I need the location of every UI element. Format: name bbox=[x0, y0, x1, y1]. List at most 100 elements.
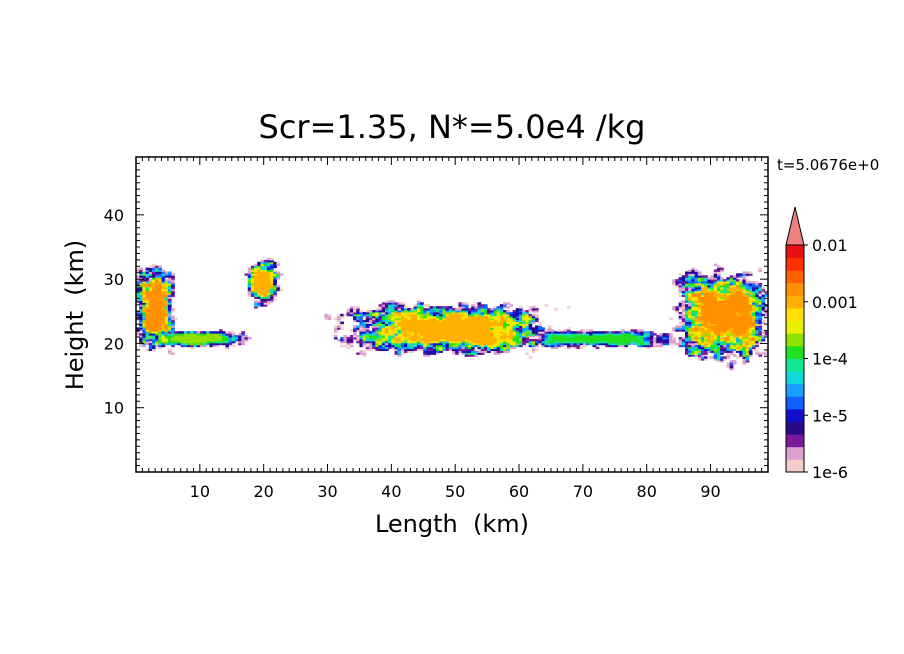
field-cell bbox=[225, 331, 230, 334]
field-cell bbox=[250, 279, 255, 282]
field-cell bbox=[324, 315, 329, 319]
field-cell bbox=[270, 277, 274, 280]
field-cell bbox=[161, 294, 166, 297]
field-cell bbox=[158, 338, 163, 342]
field-cell bbox=[681, 294, 686, 297]
field-cell bbox=[605, 335, 609, 338]
field-cell bbox=[432, 337, 437, 340]
field-cell bbox=[726, 321, 731, 324]
field-cell bbox=[729, 279, 734, 282]
field-cell bbox=[183, 333, 188, 336]
field-cell bbox=[685, 281, 689, 284]
field-cell bbox=[452, 344, 456, 348]
field-cell bbox=[716, 281, 721, 284]
field-cell bbox=[372, 310, 376, 313]
field-cell bbox=[503, 346, 507, 350]
field-cell bbox=[212, 333, 217, 336]
field-cell bbox=[534, 319, 539, 323]
field-cell bbox=[158, 277, 163, 280]
field-cell bbox=[356, 335, 360, 338]
field-cell bbox=[247, 277, 252, 280]
field-cell bbox=[384, 308, 389, 311]
field-cell bbox=[700, 311, 705, 315]
field-cell bbox=[704, 300, 708, 303]
field-cell bbox=[145, 325, 150, 328]
field-cell bbox=[461, 331, 466, 334]
field-cell bbox=[439, 335, 443, 338]
field-cell bbox=[167, 348, 172, 351]
field-cell bbox=[640, 342, 645, 346]
field-cell bbox=[183, 331, 188, 334]
field-cell bbox=[346, 346, 351, 350]
field-cell bbox=[506, 350, 510, 353]
field-layer bbox=[136, 257, 769, 371]
field-cell bbox=[656, 344, 660, 348]
field-cell bbox=[442, 335, 447, 338]
field-cell bbox=[353, 319, 357, 323]
field-cell bbox=[407, 333, 412, 336]
field-cell bbox=[499, 329, 504, 332]
field-cell bbox=[528, 335, 533, 338]
field-cell bbox=[483, 340, 488, 344]
field-cell bbox=[707, 277, 712, 280]
field-cell bbox=[381, 337, 386, 340]
field-cell bbox=[151, 277, 156, 280]
field-cell bbox=[678, 342, 683, 346]
field-cell bbox=[729, 342, 734, 346]
field-cell bbox=[270, 298, 274, 301]
field-cell bbox=[678, 294, 683, 297]
field-cell bbox=[752, 313, 756, 317]
field-cell bbox=[432, 317, 437, 321]
field-cell bbox=[726, 323, 731, 326]
field-cell bbox=[742, 279, 747, 282]
field-cell bbox=[145, 331, 150, 334]
field-cell bbox=[148, 281, 153, 284]
field-cell bbox=[713, 277, 718, 280]
field-cell bbox=[490, 331, 494, 334]
field-cell bbox=[700, 333, 705, 336]
field-cell bbox=[190, 331, 194, 334]
field-cell bbox=[704, 327, 708, 330]
field-cell bbox=[480, 352, 485, 355]
field-cell bbox=[139, 271, 143, 274]
field-cell bbox=[471, 306, 475, 309]
field-cell bbox=[685, 310, 689, 313]
field-cell bbox=[720, 267, 724, 270]
field-cell bbox=[171, 338, 175, 342]
field-cell bbox=[369, 337, 373, 340]
field-cell bbox=[429, 340, 434, 344]
field-cell bbox=[748, 315, 753, 319]
field-cell bbox=[257, 296, 261, 299]
field-cell bbox=[180, 335, 185, 338]
field-cell bbox=[704, 288, 708, 292]
field-cell bbox=[397, 325, 402, 328]
field-cell bbox=[704, 304, 708, 307]
field-cell bbox=[477, 306, 482, 309]
field-cell bbox=[697, 325, 702, 328]
field-cell bbox=[413, 304, 418, 307]
field-cell bbox=[270, 273, 274, 276]
field-cell bbox=[646, 335, 651, 338]
field-cell bbox=[161, 275, 166, 278]
field-cell bbox=[758, 354, 763, 357]
field-cell bbox=[151, 327, 156, 330]
field-cell bbox=[665, 337, 670, 340]
colorbar-segment bbox=[786, 333, 804, 347]
field-cell bbox=[493, 310, 498, 313]
field-cell bbox=[697, 277, 702, 280]
field-cell bbox=[139, 302, 143, 305]
field-cell bbox=[340, 344, 344, 348]
field-cell bbox=[391, 306, 396, 309]
field-cell bbox=[716, 271, 721, 274]
x-tick-label: 30 bbox=[317, 482, 337, 501]
field-cell bbox=[586, 329, 590, 332]
field-cell bbox=[372, 338, 376, 342]
colorbar-segment bbox=[786, 396, 804, 410]
field-cell bbox=[538, 323, 542, 326]
field-cell bbox=[643, 338, 648, 342]
field-cell bbox=[691, 319, 696, 323]
field-cell bbox=[439, 348, 443, 351]
field-cell bbox=[726, 350, 731, 353]
field-cell bbox=[748, 335, 753, 338]
field-cell bbox=[158, 269, 163, 272]
